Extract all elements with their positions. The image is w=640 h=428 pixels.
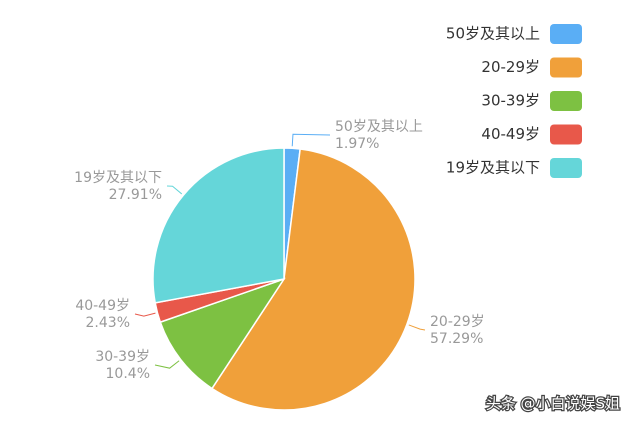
- pie: [152, 147, 416, 411]
- value-label: 27.91%: [109, 187, 162, 203]
- legend: 50岁及其以上 20-29岁 30-39岁 40-49岁 19岁及其以下: [446, 24, 582, 178]
- legend-label: 50岁及其以上: [446, 25, 540, 43]
- legend-label: 19岁及其以下: [446, 159, 540, 177]
- legend-swatch: [550, 124, 582, 145]
- value-label: 10.4%: [106, 366, 150, 382]
- legend-label: 40-49岁: [481, 125, 540, 143]
- slice-label: 19岁及其以下: [74, 170, 162, 186]
- leader-line: [408, 324, 426, 331]
- slice-label: 40-49岁: [75, 298, 130, 314]
- legend-swatch: [550, 57, 582, 78]
- legend-label: 30-39岁: [481, 92, 540, 110]
- watermark: 头条 @小白说娱S姐: [486, 395, 620, 413]
- leader-line: [134, 312, 156, 317]
- legend-swatch: [550, 91, 582, 111]
- value-label: 2.43%: [86, 315, 130, 331]
- leader-line: [166, 185, 183, 195]
- slice-label: 20-29岁: [430, 314, 485, 330]
- leader-line: [291, 133, 331, 147]
- pie-slice: [210, 148, 416, 411]
- slice-label: 50岁及其以上: [335, 119, 423, 135]
- legend-swatch: [550, 158, 582, 178]
- pie-slice: [152, 147, 285, 304]
- value-label: 57.29%: [430, 331, 483, 347]
- legend-swatch: [550, 24, 582, 44]
- legend-label: 20-29岁: [481, 58, 540, 76]
- leader-line: [154, 360, 180, 369]
- value-label: 1.97%: [335, 136, 379, 152]
- pie-slice: [159, 277, 286, 390]
- slice-label: 30-39岁: [95, 349, 150, 365]
